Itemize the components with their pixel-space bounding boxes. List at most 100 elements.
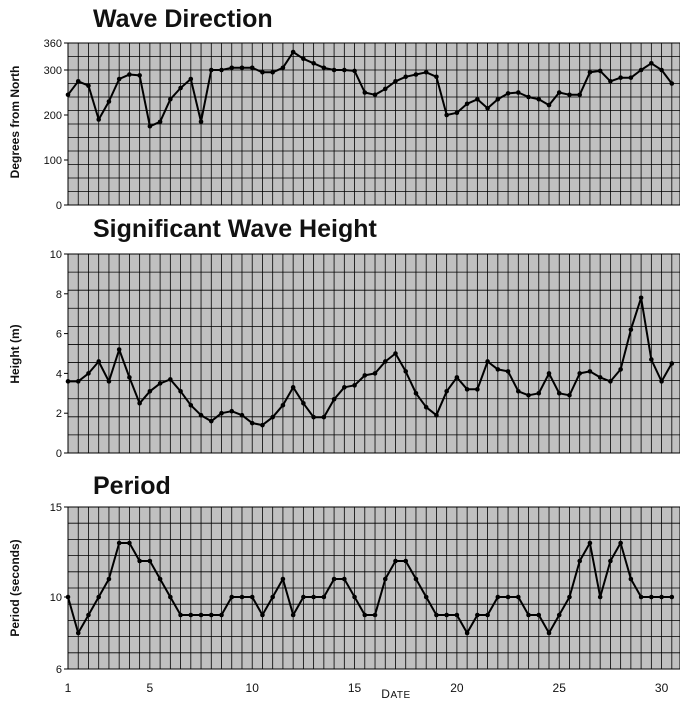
data-point <box>321 414 327 420</box>
y-tick-label: 0 <box>56 200 62 212</box>
x-axis-label: DATE <box>381 687 410 701</box>
data-point <box>464 387 470 392</box>
data-point <box>311 414 316 420</box>
data-point <box>638 594 644 600</box>
y-tick-label: 300 <box>44 65 62 77</box>
y-tick-label: 10 <box>50 249 62 261</box>
data-point <box>249 65 255 71</box>
data-point <box>423 594 429 600</box>
data-point <box>168 96 173 102</box>
data-point <box>403 74 409 80</box>
data-point <box>331 576 337 582</box>
data-point <box>618 540 623 546</box>
data-point <box>464 101 470 107</box>
data-point <box>505 91 511 96</box>
data-point <box>116 347 122 352</box>
data-point <box>157 381 163 386</box>
data-point <box>219 67 224 73</box>
data-point <box>239 594 245 600</box>
data-point <box>536 612 542 618</box>
data-point <box>280 576 286 582</box>
data-point <box>659 379 664 384</box>
data-point <box>454 110 460 116</box>
data-point <box>669 361 675 366</box>
data-point <box>229 594 235 600</box>
data-point <box>382 86 388 92</box>
x-tick-label: 10 <box>246 681 260 695</box>
data-point <box>208 612 214 618</box>
data-point <box>536 96 542 102</box>
x-tick-label: 20 <box>450 681 464 695</box>
data-point <box>382 359 388 364</box>
data-point <box>331 396 337 402</box>
data-point <box>188 402 194 408</box>
data-point <box>260 612 265 618</box>
data-point <box>526 94 531 100</box>
data-point <box>628 327 634 332</box>
data-point <box>208 418 214 424</box>
data-point <box>362 612 368 618</box>
data-point <box>352 68 357 74</box>
data-point <box>495 96 501 102</box>
data-point <box>526 392 531 398</box>
chart-title: Significant Wave Height <box>93 215 378 243</box>
grid-lines <box>68 507 680 669</box>
x-tick-label: 25 <box>553 681 567 695</box>
x-tick-label: 15 <box>348 681 362 695</box>
data-point <box>301 594 306 600</box>
y-tick-label: 4 <box>56 368 62 380</box>
data-point <box>321 594 327 600</box>
y-tick-label: 0 <box>56 448 62 460</box>
data-points <box>65 295 675 428</box>
data-point <box>106 576 112 582</box>
data-point <box>137 400 142 406</box>
data-point <box>208 67 214 73</box>
y-axis-label: Period (seconds) <box>8 539 22 636</box>
data-point <box>505 594 511 600</box>
data-point <box>127 375 132 380</box>
data-point <box>649 594 654 600</box>
data-point <box>198 412 204 418</box>
plot-area: 0 2 4 6 8 10 <box>50 249 680 460</box>
chart-title: Period <box>93 472 171 500</box>
data-point <box>86 612 91 618</box>
data-points <box>65 49 675 129</box>
data-point <box>147 558 153 564</box>
data-point <box>618 75 623 80</box>
x-axis-label-rest: ATE <box>390 690 410 701</box>
data-point <box>597 68 603 74</box>
data-point <box>649 60 654 66</box>
data-point <box>454 375 460 380</box>
data-point <box>168 377 173 382</box>
data-point <box>270 594 275 600</box>
data-point <box>516 594 521 600</box>
data-point <box>454 612 460 618</box>
data-point <box>188 612 194 618</box>
data-point <box>301 400 306 406</box>
data-point <box>106 379 112 384</box>
data-point <box>577 92 583 98</box>
data-point <box>260 69 265 75</box>
data-point <box>342 67 347 73</box>
x-axis-label-initial: D <box>381 687 390 701</box>
data-point <box>65 92 71 98</box>
data-point <box>198 119 204 125</box>
data-point <box>106 99 112 104</box>
data-point <box>249 420 255 426</box>
plot-area: 0 100 200 300 360 <box>44 38 680 212</box>
data-point <box>567 594 572 600</box>
data-point <box>86 371 91 376</box>
grid-lines <box>68 254 680 453</box>
data-point <box>413 72 419 77</box>
data-point <box>270 414 275 420</box>
data-point <box>137 73 142 78</box>
data-point <box>556 391 562 396</box>
data-point <box>342 385 347 390</box>
data-point <box>423 69 429 75</box>
data-point <box>526 612 531 618</box>
data-point <box>96 594 102 600</box>
data-point <box>311 60 316 66</box>
data-point <box>352 594 357 600</box>
data-point <box>188 76 194 82</box>
data-point <box>86 83 91 89</box>
